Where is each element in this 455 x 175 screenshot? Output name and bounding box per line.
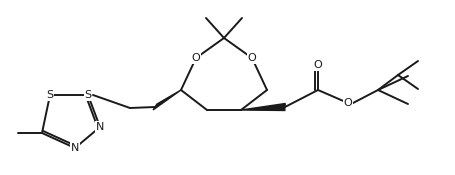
- Text: O: O: [313, 60, 322, 70]
- Text: S: S: [46, 90, 53, 100]
- Text: N: N: [96, 122, 104, 132]
- Polygon shape: [241, 103, 285, 110]
- Text: O: O: [343, 98, 352, 108]
- Polygon shape: [153, 90, 181, 110]
- Text: O: O: [247, 53, 256, 63]
- Text: N: N: [71, 143, 79, 153]
- Text: S: S: [84, 90, 91, 100]
- Text: O: O: [191, 53, 200, 63]
